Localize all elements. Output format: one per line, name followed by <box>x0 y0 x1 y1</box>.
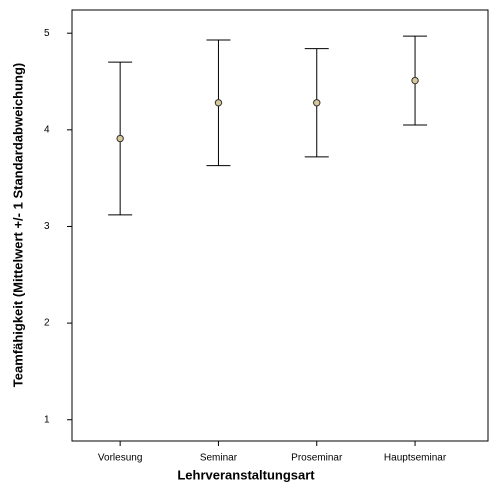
y-tick-label: 5 <box>44 28 50 39</box>
x-tick-label: Seminar <box>200 453 238 464</box>
mean-marker <box>116 134 124 143</box>
mean-marker <box>411 76 419 85</box>
x-tick-label: Hauptseminar <box>384 453 447 464</box>
y-tick-label: 3 <box>44 221 50 232</box>
y-tick-label: 1 <box>44 414 50 425</box>
y-tick-label: 4 <box>44 124 50 135</box>
plot-frame <box>71 9 489 442</box>
mean-marker <box>313 99 321 107</box>
y-tick-label: 2 <box>44 318 50 329</box>
x-tick-label: Vorlesung <box>98 453 142 464</box>
y-axis-title: Teamfähigkeit (Mittelwert +/- 1 Standard… <box>10 63 25 387</box>
x-tick-label: Proseminar <box>291 453 343 464</box>
mean-marker <box>214 99 223 107</box>
x-axis-title: Lehrveranstaltungsart <box>177 467 315 482</box>
